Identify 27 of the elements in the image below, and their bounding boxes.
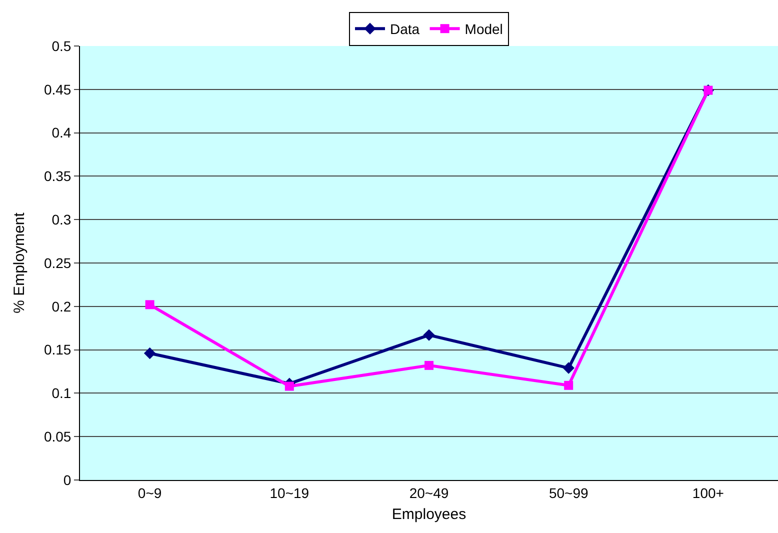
y-tick-label: 0.5 — [52, 38, 72, 54]
point — [564, 380, 574, 390]
y-tick-label: 0.3 — [52, 212, 72, 228]
point — [423, 329, 435, 341]
point — [145, 300, 154, 310]
y-tick-label: 0.05 — [44, 428, 72, 444]
y-tick-label: 0.4 — [52, 124, 72, 141]
y-tick-label: 0.35 — [44, 168, 72, 184]
x-tick-label: 10~19 — [270, 484, 310, 501]
x-tick-label: 0~9 — [138, 484, 162, 501]
point — [144, 347, 156, 360]
y-tick-label: 0.1 — [52, 385, 72, 402]
point — [284, 382, 294, 391]
y-tick-label: 0.15 — [44, 342, 72, 358]
y-tick-label: 0 — [63, 472, 72, 488]
y-tick-label: 0.25 — [44, 254, 72, 271]
x-tick-label: 50~99 — [548, 484, 588, 501]
y-axis-title: % Employment — [11, 212, 28, 314]
x-axis-title: Employees — [392, 506, 466, 523]
point — [562, 362, 574, 374]
point — [424, 360, 434, 370]
x-tick-label: 100+ — [692, 484, 724, 501]
y-tick-label: 0.2 — [52, 298, 72, 314]
y-tick-label: 0.45 — [44, 81, 72, 98]
legend-label: Data — [390, 21, 420, 38]
x-tick-label: 20~49 — [409, 484, 449, 501]
legend-label: Model — [464, 21, 503, 38]
